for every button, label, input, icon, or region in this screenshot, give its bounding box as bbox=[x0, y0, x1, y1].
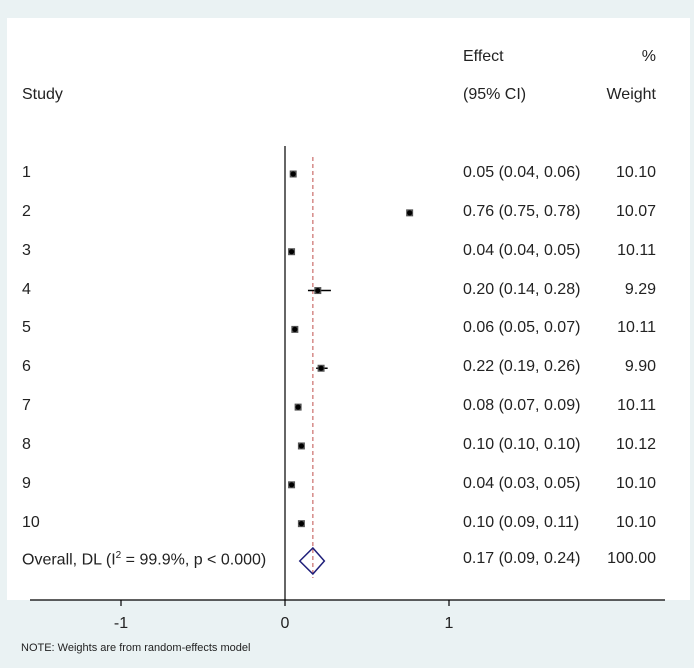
x-tick-label: -1 bbox=[113, 615, 129, 632]
study-label: 1 bbox=[22, 164, 31, 181]
study-label: 9 bbox=[22, 474, 31, 492]
study-label: 2 bbox=[22, 202, 31, 220]
note-text: NOTE: Weights are from random-effects mo… bbox=[21, 642, 251, 654]
overall-label: Overall, DL (I2 = 99.9%, p < 0.000) bbox=[22, 550, 266, 569]
overall-weight: 100.00 bbox=[607, 550, 656, 567]
study-weight: 9.90 bbox=[624, 358, 656, 376]
study-ci: 0.22 (0.19, 0.26) bbox=[463, 358, 581, 376]
study-ci: 0.04 (0.04, 0.05) bbox=[463, 241, 581, 259]
study-point bbox=[288, 482, 295, 488]
weight-header: Weight bbox=[606, 86, 656, 103]
study-ci: 0.20 (0.14, 0.28) bbox=[463, 280, 581, 298]
study-ci: 0.76 (0.75, 0.78) bbox=[463, 202, 581, 220]
study-point bbox=[315, 287, 321, 294]
study-point bbox=[288, 249, 295, 255]
study-point bbox=[298, 521, 304, 527]
study-label: 7 bbox=[22, 397, 31, 415]
overall-diamond bbox=[298, 546, 326, 576]
study-point bbox=[318, 365, 324, 371]
study-point bbox=[407, 210, 413, 216]
study-weight: 10.07 bbox=[615, 202, 656, 220]
study-weight: 10.11 bbox=[617, 319, 656, 337]
plot-panel bbox=[7, 18, 690, 600]
study-label: 10 bbox=[22, 513, 40, 531]
study-label: 6 bbox=[22, 358, 31, 376]
study-weight: 10.10 bbox=[615, 164, 656, 181]
study-header: Study bbox=[22, 86, 63, 103]
study-ci: 0.10 (0.09, 0.11) bbox=[463, 513, 580, 531]
study-label: 3 bbox=[22, 241, 31, 259]
study-ci: 0.05 (0.04, 0.06) bbox=[463, 164, 581, 181]
study-weight: 9.29 bbox=[624, 280, 656, 298]
study-point bbox=[290, 171, 296, 177]
ci-header: (95% CI) bbox=[463, 86, 527, 103]
study-ci: 0.06 (0.05, 0.07) bbox=[463, 319, 581, 337]
study-weight: 10.11 bbox=[617, 241, 656, 259]
overall-label-prefix: Overall, DL (I bbox=[22, 551, 116, 569]
study-ci: 0.04 (0.03, 0.05) bbox=[463, 474, 581, 492]
overall-ci: 0.17 (0.09, 0.24) bbox=[463, 550, 581, 567]
study-point bbox=[295, 404, 301, 410]
study-ci: 0.08 (0.07, 0.09) bbox=[463, 397, 581, 415]
study-point bbox=[298, 443, 304, 449]
study-label: 8 bbox=[22, 435, 31, 453]
study-ci: 0.10 (0.10, 0.10) bbox=[463, 435, 581, 453]
study-weight: 10.12 bbox=[615, 435, 656, 453]
percent-header: % bbox=[641, 48, 656, 65]
x-tick-label: 0 bbox=[280, 615, 290, 632]
x-tick-label: 1 bbox=[444, 615, 454, 632]
overall-label-suffix: = 99.9%, p < 0.000) bbox=[121, 551, 267, 569]
effect-header: Effect bbox=[463, 48, 504, 65]
overall-label-sup: 2 bbox=[115, 550, 122, 561]
study-weight: 10.11 bbox=[617, 397, 656, 415]
study-weight: 10.10 bbox=[615, 474, 656, 492]
study-label: 5 bbox=[22, 319, 31, 337]
study-weight: 10.10 bbox=[615, 513, 656, 531]
study-label: 4 bbox=[22, 280, 31, 298]
study-point bbox=[292, 326, 298, 332]
